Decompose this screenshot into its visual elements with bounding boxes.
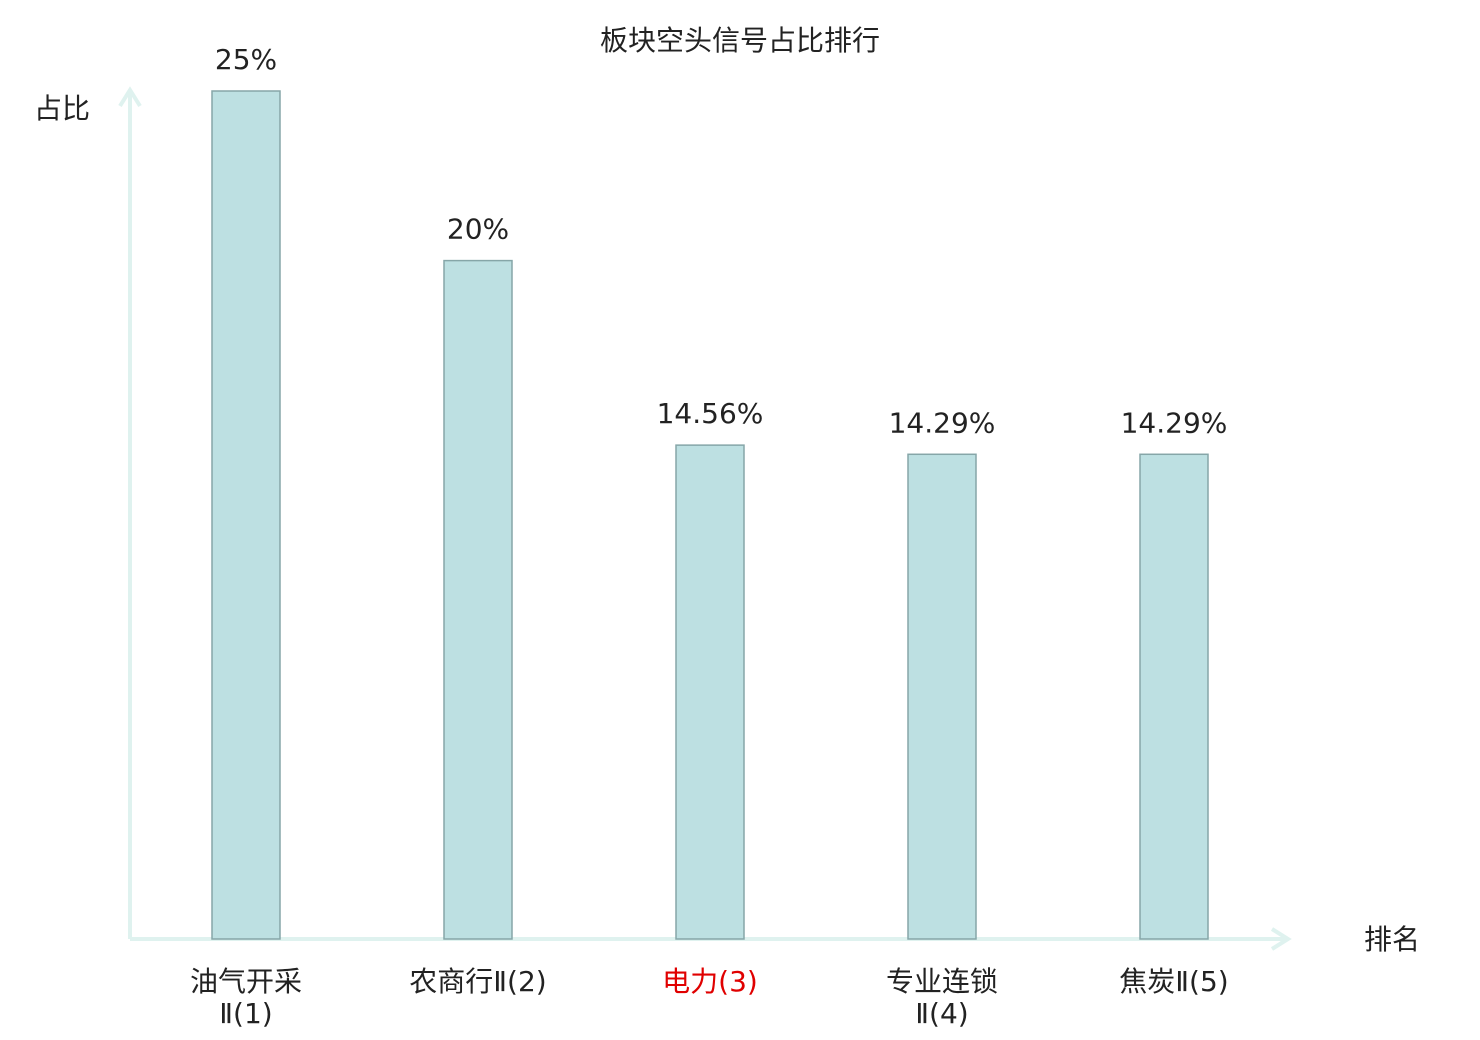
y-axis-label: 占比 bbox=[34, 92, 90, 125]
x-tick-label: 焦炭Ⅱ(5) bbox=[1119, 965, 1229, 998]
bar bbox=[907, 453, 977, 940]
value-label: 14.56% bbox=[657, 397, 764, 430]
y-arrow bbox=[118, 86, 142, 108]
chart-title: 板块空头信号占比排行 bbox=[600, 24, 880, 57]
x-axis-label: 排名 bbox=[1364, 923, 1420, 956]
value-label: 25% bbox=[215, 43, 277, 76]
x-tick-label: 电力(3) bbox=[662, 965, 758, 998]
bar bbox=[675, 444, 745, 940]
value-label: 20% bbox=[447, 213, 509, 246]
bar bbox=[1139, 453, 1209, 940]
value-label: 14.29% bbox=[1121, 406, 1228, 439]
bar bbox=[211, 90, 281, 940]
bar bbox=[443, 259, 513, 940]
x-tick-label: 专业连锁Ⅱ(4) bbox=[885, 965, 998, 1030]
x-tick-label: 农商行Ⅱ(2) bbox=[409, 965, 547, 998]
x-arrow bbox=[1270, 927, 1292, 951]
value-label: 14.29% bbox=[889, 406, 996, 439]
x-tick-label: 油气开采Ⅱ(1) bbox=[189, 965, 302, 1030]
